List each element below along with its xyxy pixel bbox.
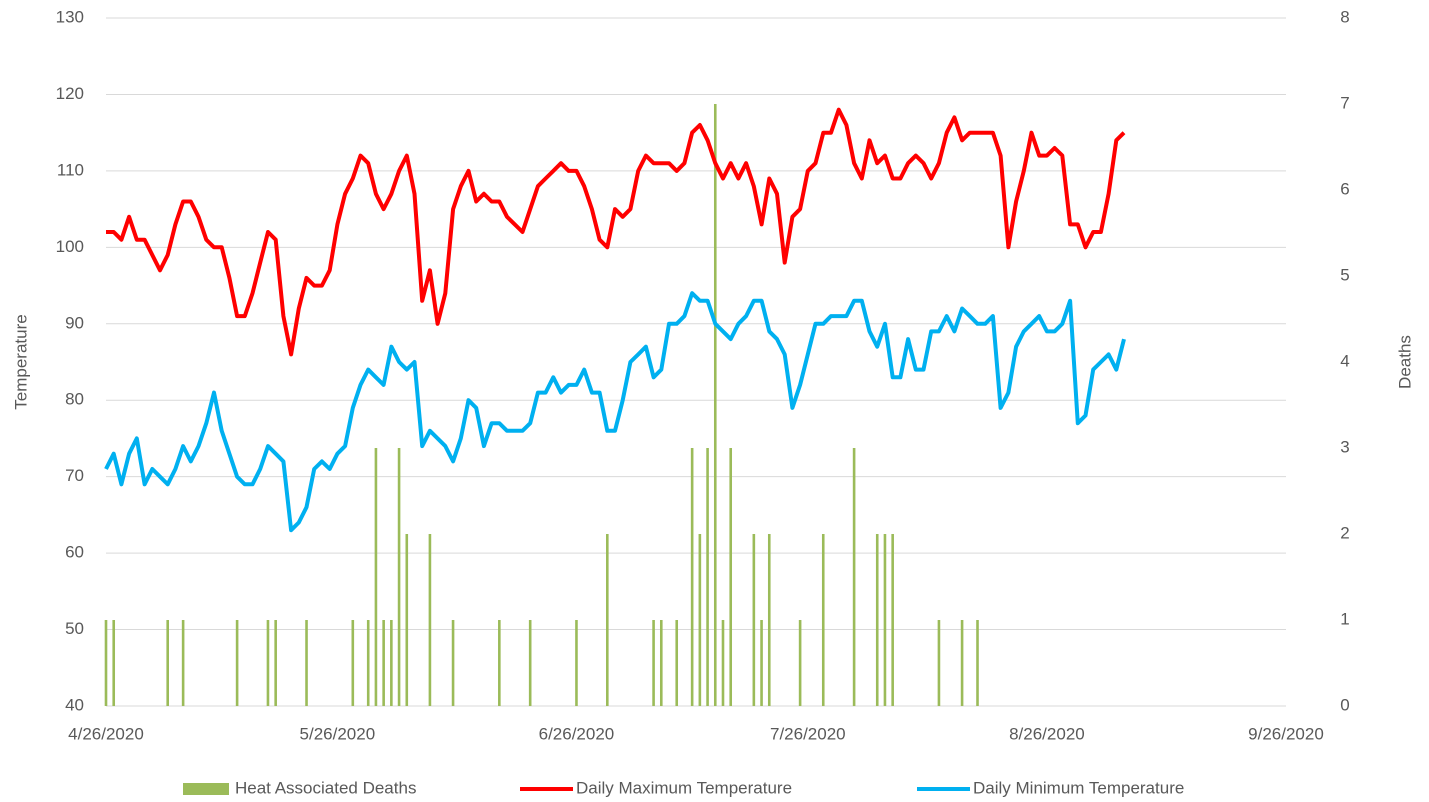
y-tick-label: 40 (65, 695, 84, 714)
bar (166, 620, 169, 706)
bar (976, 620, 979, 706)
bar (351, 620, 355, 706)
line (104, 291, 1126, 533)
y2-tick-label: 5 (1340, 265, 1349, 284)
bar (274, 620, 277, 706)
bar (104, 620, 108, 706)
bar (875, 534, 879, 706)
bar (575, 620, 578, 706)
y-tick-label: 60 (65, 543, 84, 562)
bar (891, 534, 894, 706)
y-tick-label: 110 (57, 160, 84, 179)
y2-tick-label: 7 (1340, 93, 1349, 112)
legend-swatch (183, 783, 229, 795)
bar (883, 534, 887, 706)
y-tick-label: 130 (56, 7, 84, 26)
legend-label: Daily Minimum Temperature (973, 778, 1184, 797)
bar (405, 534, 409, 706)
line (106, 107, 1126, 357)
y-tick-label: 100 (56, 237, 84, 256)
y2-tick-label: 4 (1340, 351, 1349, 370)
y2-tick-label: 3 (1340, 437, 1349, 456)
bar (181, 620, 185, 706)
y2-tick-label: 0 (1340, 695, 1349, 714)
bar (752, 534, 756, 706)
bar (698, 534, 702, 706)
bar (305, 620, 308, 706)
bar (852, 448, 856, 706)
bar (721, 620, 725, 706)
bar (498, 620, 501, 706)
x-tick-label: 6/26/2020 (539, 724, 615, 743)
x-tick-label: 4/26/2020 (68, 724, 144, 743)
y2-tick-label: 8 (1340, 7, 1349, 26)
y-tick-label: 80 (65, 390, 84, 409)
bar (713, 104, 717, 706)
bar (112, 620, 116, 706)
y2-tick-label: 6 (1340, 179, 1349, 198)
bar (821, 534, 825, 706)
bar (690, 448, 694, 706)
bar (266, 620, 270, 706)
bar (451, 620, 455, 706)
bar (606, 534, 609, 706)
bar (960, 620, 964, 706)
x-tick-label: 9/26/2020 (1248, 724, 1324, 743)
y2-tick-label: 1 (1340, 609, 1349, 628)
bar (760, 620, 763, 706)
bar (428, 534, 432, 706)
bar (675, 620, 679, 706)
bar (729, 448, 733, 706)
y-axis-title: Temperature (11, 314, 30, 409)
bar (798, 620, 802, 706)
bar (652, 620, 655, 706)
y-tick-label: 120 (56, 84, 84, 103)
bar (706, 448, 709, 706)
legend-label: Daily Maximum Temperature (576, 778, 792, 797)
bar (235, 620, 239, 706)
bar (937, 620, 941, 706)
y-tick-label: 70 (65, 466, 84, 485)
y2-axis-title: Deaths (1395, 335, 1414, 389)
bar (374, 448, 378, 706)
bar (397, 448, 401, 706)
x-tick-label: 7/26/2020 (770, 724, 846, 743)
y-tick-label: 90 (65, 313, 84, 332)
bar (528, 620, 532, 706)
bar (382, 620, 385, 706)
y2-tick-label: 2 (1340, 523, 1349, 542)
bar (767, 534, 771, 706)
x-tick-label: 5/26/2020 (300, 724, 376, 743)
bar (366, 620, 370, 706)
legend-label: Heat Associated Deaths (235, 778, 416, 797)
x-tick-label: 8/26/2020 (1009, 724, 1085, 743)
y-tick-label: 50 (65, 619, 84, 638)
bar (390, 620, 393, 706)
bar (659, 620, 663, 706)
